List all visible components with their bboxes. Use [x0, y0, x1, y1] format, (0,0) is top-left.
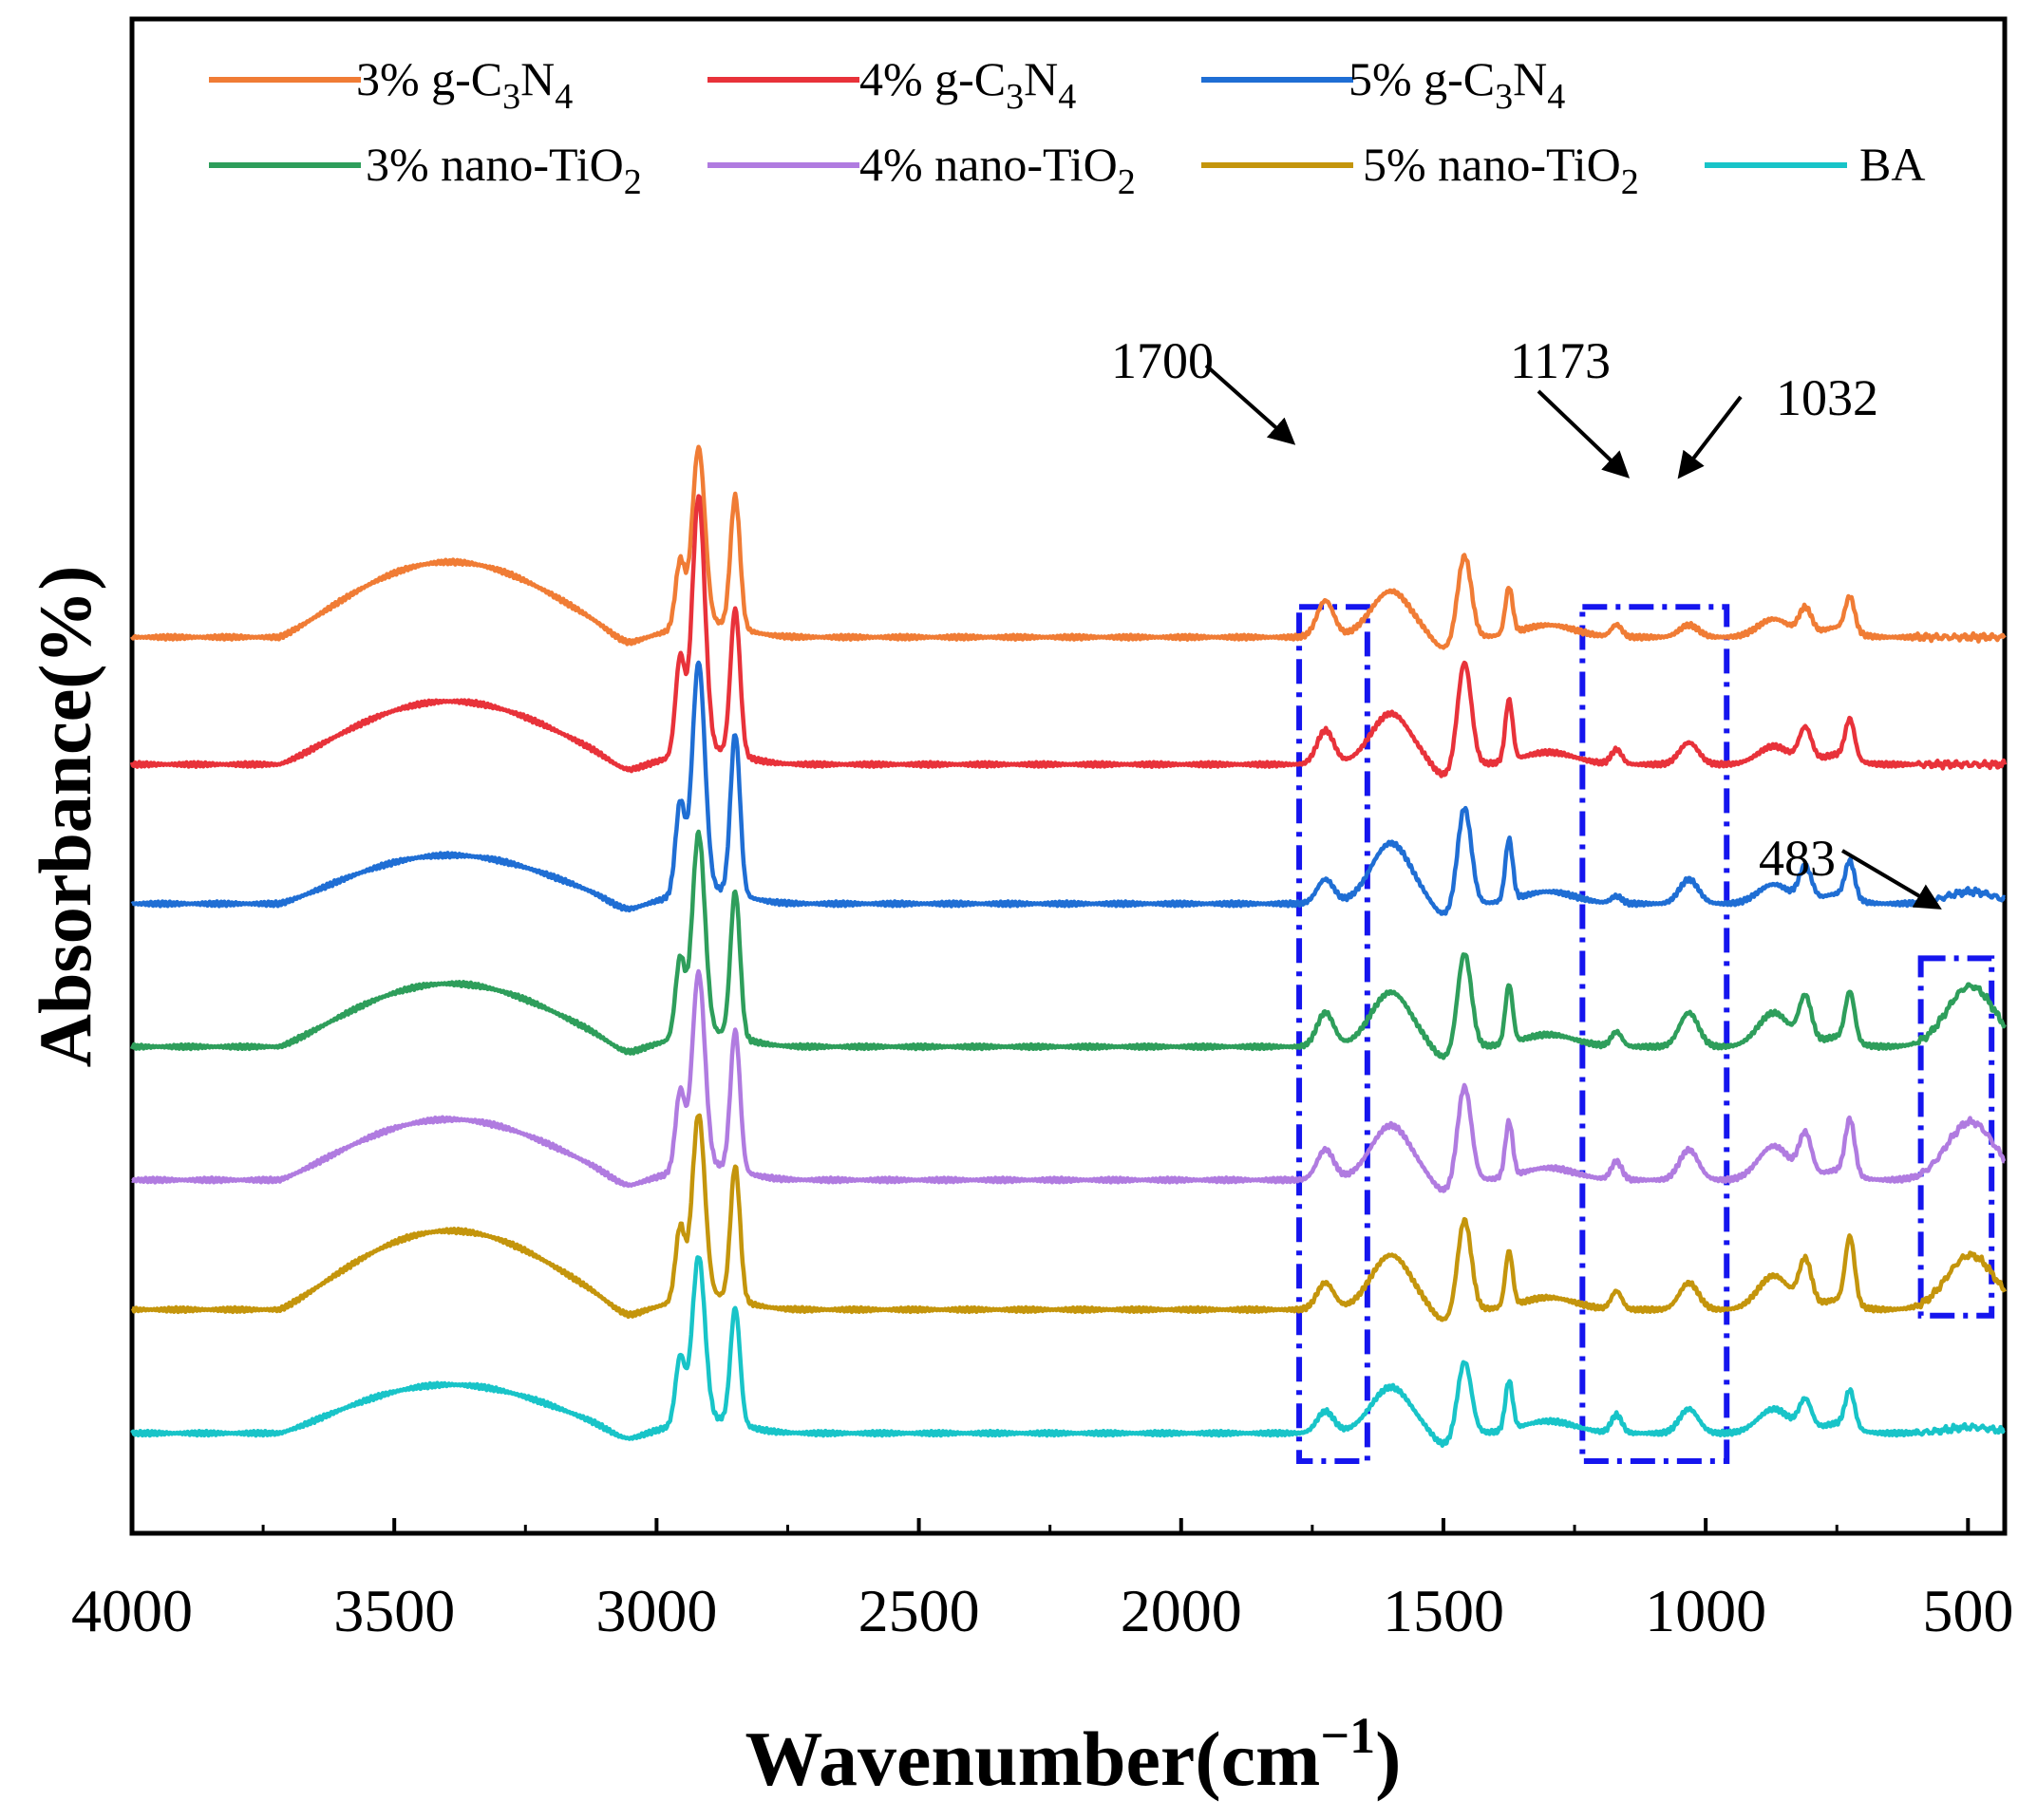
legend-label-base: 3% nano-TiO: [366, 138, 624, 191]
series-ba: [130, 1255, 2007, 1448]
legend-label-mid: N: [520, 52, 555, 105]
highlight-regions: [1296, 604, 1995, 1464]
annotation-483: 483: [1759, 830, 1836, 887]
series-4-g-c3n4: [129, 494, 2008, 779]
legend-label-mid: N: [1513, 52, 1547, 105]
region-1173-1032: [1579, 604, 1730, 1464]
legend-label-base: 5% g-C: [1349, 52, 1495, 105]
legend-label-base: 4% nano-TiO: [859, 138, 1118, 191]
legend-label: 5% g-C3N4: [1349, 52, 1565, 117]
plot-frame: [129, 16, 2008, 1536]
annotation-1700: 1700: [1111, 332, 1214, 389]
annotation-arrow-1173: [1537, 389, 1631, 478]
x-tick-label: 2000: [1121, 1577, 1242, 1644]
annotation-arrow-1700: [1204, 364, 1296, 445]
legend-label-mid: N: [1024, 52, 1058, 105]
legend-label-base: 5% nano-TiO: [1363, 138, 1621, 191]
x-axis-title-main: Wavenumber(cm: [745, 1716, 1321, 1802]
series-3-g-c3n4: [130, 444, 2007, 650]
x-tick-label: 2500: [858, 1577, 980, 1644]
annotation-1032: 1032: [1776, 369, 1878, 426]
legend-label: 5% nano-TiO2: [1363, 138, 1639, 202]
legend-label: 3% g-C3N4: [356, 52, 573, 117]
x-tick-label: 1500: [1383, 1577, 1504, 1644]
legend-label: 4% nano-TiO2: [859, 138, 1136, 202]
legend-label-sub: 2: [624, 162, 642, 202]
legend-label-base: BA: [1859, 138, 1925, 191]
legend-label-base: 3% g-C: [356, 52, 502, 105]
legend-label-base: 4% g-C: [859, 52, 1006, 105]
x-tick-label: 3500: [333, 1577, 455, 1644]
region-1700: [1296, 604, 1370, 1464]
series-3-nano-tio2: [129, 829, 2007, 1060]
annotation-arrow-483: [1840, 849, 1942, 910]
legend-label-sub2: 4: [1058, 77, 1076, 117]
annotation-arrow-1032: [1677, 395, 1743, 479]
y-axis-title: Absorbance(%): [24, 566, 106, 1068]
legend-label-sub: 2: [1621, 162, 1639, 202]
series-5-g-c3n4: [130, 660, 2007, 916]
series-layer: [129, 444, 2008, 1448]
legend-label-sub: 3: [1006, 77, 1024, 117]
legend-label-sub: 3: [502, 77, 520, 117]
legend-label-sub: 2: [1118, 162, 1136, 202]
legend-label-sub2: 4: [1547, 77, 1565, 117]
x-axis-title-sup: −1: [1320, 1707, 1375, 1764]
legend-label: 3% nano-TiO2: [366, 138, 642, 202]
x-axis-title: Wavenumber(cm−1): [745, 1707, 1402, 1802]
x-tick-label: 4000: [71, 1577, 193, 1644]
annotations: 1700 1173 1032 483: [1111, 332, 1942, 910]
legend-label-sub2: 4: [555, 77, 573, 117]
series-4-nano-tio2: [130, 968, 2007, 1193]
x-tick-label: 3000: [595, 1577, 717, 1644]
x-tick-label: 1000: [1645, 1577, 1766, 1644]
legend-label: 4% g-C3N4: [859, 52, 1076, 117]
x-tick-label: 500: [1922, 1577, 2013, 1644]
legend-label: BA: [1859, 138, 1925, 191]
legend-label-sub: 3: [1495, 77, 1513, 117]
x-axis: 4000 3500 3000 2500 2000 1500 1000 500: [71, 1518, 2013, 1644]
annotation-1173: 1173: [1510, 332, 1611, 389]
x-axis-title-close: ): [1375, 1716, 1401, 1802]
series-5-nano-tio2: [130, 1113, 2008, 1323]
